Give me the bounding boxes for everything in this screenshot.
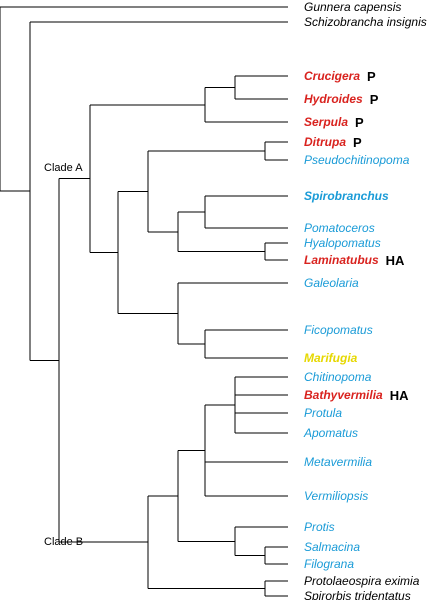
taxon-label: Spirorbis tridentatus bbox=[304, 589, 411, 600]
taxon-label: Chitinopoma bbox=[304, 370, 372, 384]
clade-b-label: Clade B bbox=[44, 536, 83, 548]
taxon-label: Bathyvermilia bbox=[304, 388, 383, 402]
taxon-label: Hyalopomatus bbox=[304, 236, 381, 250]
tree-branches bbox=[0, 6, 288, 597]
clade-a-label: Clade A bbox=[44, 162, 83, 174]
taxon-label: Ficopomatus bbox=[304, 323, 373, 337]
taxon-label: Spirobranchus bbox=[304, 189, 389, 203]
taxon-label: Galeolaria bbox=[304, 276, 359, 290]
taxon-label: Filograna bbox=[304, 557, 354, 571]
taxon-label: Protis bbox=[304, 520, 335, 534]
taxon-label: Laminatubus bbox=[304, 253, 379, 267]
taxon-mark: P bbox=[353, 135, 362, 150]
taxon-label: Marifugia bbox=[304, 351, 358, 365]
taxon-label: Hydroides bbox=[304, 92, 363, 106]
taxon-mark: P bbox=[370, 92, 379, 107]
taxon-label: Crucigera bbox=[304, 69, 360, 83]
taxon-label: Gunnera capensis bbox=[304, 0, 401, 14]
taxon-label: Protula bbox=[304, 406, 342, 420]
taxon-label: Pomatoceros bbox=[304, 221, 375, 235]
taxon-mark: HA bbox=[390, 388, 409, 403]
taxon-label: Salmacina bbox=[304, 540, 360, 554]
taxon-label: Pseudochitinopoma bbox=[304, 153, 410, 167]
taxon-label: Serpula bbox=[304, 115, 348, 129]
taxon-mark: HA bbox=[386, 253, 405, 268]
taxon-mark: P bbox=[367, 69, 376, 84]
taxon-label: Vermiliopsis bbox=[304, 489, 368, 503]
taxon-label: Schizobrancha insignis bbox=[304, 15, 427, 29]
taxon-label: Protolaeospira eximia bbox=[304, 574, 420, 588]
taxon-label: Ditrupa bbox=[304, 135, 346, 149]
taxon-mark: P bbox=[355, 115, 364, 130]
taxon-label: Metavermilia bbox=[304, 455, 372, 469]
taxon-label: Apomatus bbox=[303, 426, 358, 440]
